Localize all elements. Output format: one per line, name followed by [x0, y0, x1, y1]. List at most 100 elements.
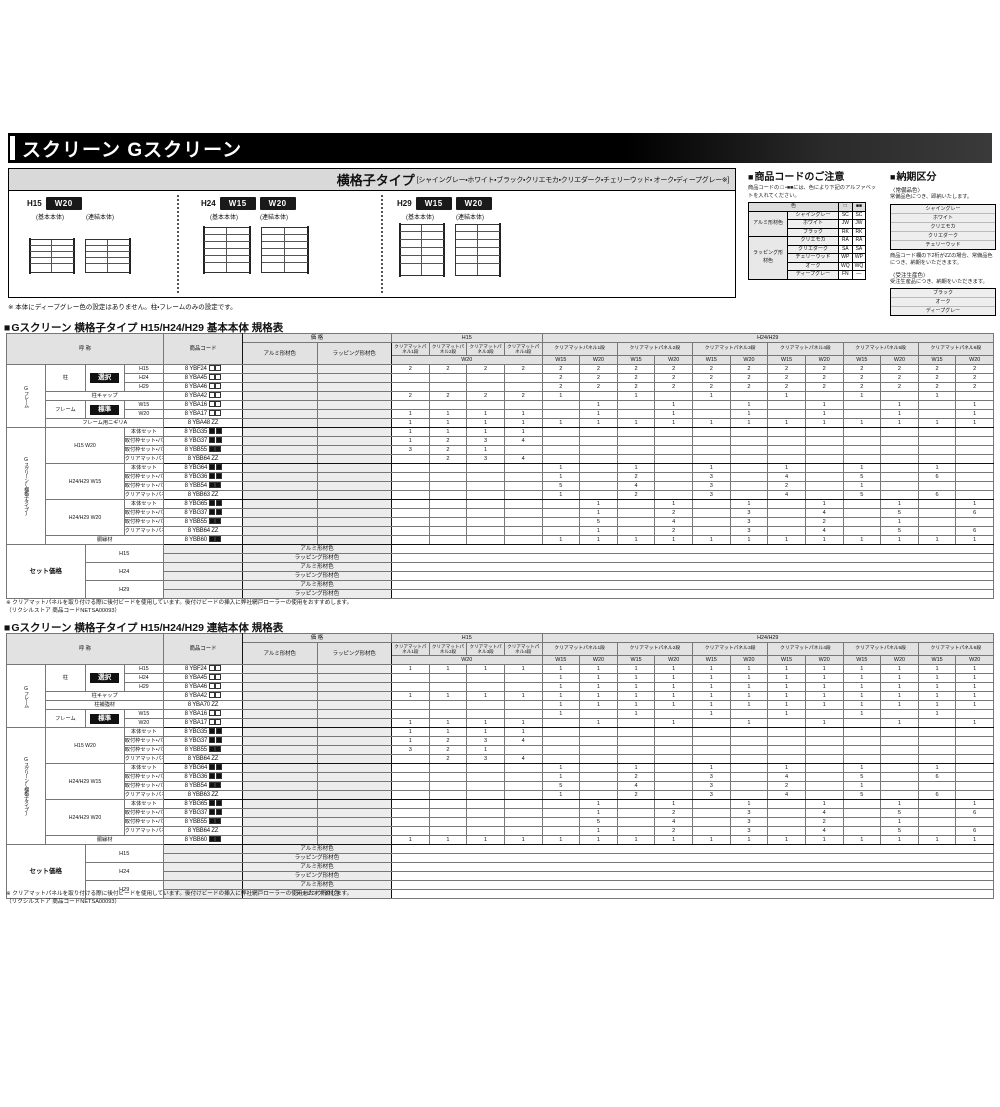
col-header-h15-panel: クリアマットパネル3段 — [466, 342, 505, 356]
row-label-1: フレーム用ニギリA — [45, 418, 164, 428]
qty-h2429: 1 — [579, 673, 618, 683]
color-name: ディープグレー — [787, 270, 839, 280]
product-code: 8 YBG35 — [163, 727, 243, 737]
qty-h2429: 4 — [616, 781, 656, 791]
col-header-h2429-panel: クリアマットパネル3段 — [691, 342, 769, 356]
qty-h2429 — [767, 508, 806, 518]
color-swatch — [215, 482, 222, 489]
color-code-2: SA — [851, 244, 867, 255]
qty-h2429: 1 — [692, 463, 731, 473]
price-wrap — [316, 664, 392, 674]
row-select-badge: 選択 — [84, 364, 125, 392]
qty-h15 — [391, 808, 430, 818]
qty-h15 — [391, 772, 430, 782]
qty-h2429: 1 — [541, 673, 581, 683]
setprice-blank — [391, 871, 994, 881]
qty-h15: 1 — [466, 664, 505, 674]
qty-h2429 — [692, 409, 731, 419]
table-row: 取付枠セット・パネル無(1段)8 YBB55 5 4 3 2 1 — [7, 817, 994, 827]
col-header-width: W15 — [616, 355, 656, 365]
qty-h2429: 1 — [616, 463, 656, 473]
qty-h2429: 2 — [880, 364, 919, 374]
qty-h2429: 1 — [616, 664, 656, 674]
price-wrap — [316, 727, 392, 737]
qty-h2429 — [692, 799, 731, 809]
product-code: 8 YBA45 — [163, 373, 243, 383]
qty-h2429 — [692, 427, 731, 437]
order-color-list: ブラック オーク ディープグレー — [890, 288, 996, 317]
qty-h2429: 3 — [692, 472, 731, 482]
color-swatch — [215, 473, 222, 480]
product-code: 8 YBB55 — [163, 517, 243, 527]
row-label-3: 取付枠セット・パネル有(1段) — [123, 508, 165, 518]
col-header-width: W20 — [579, 355, 618, 365]
qty-h2429: 1 — [880, 664, 919, 674]
stock-color-item: クリエダーク — [891, 231, 995, 241]
qty-h2429 — [880, 709, 919, 719]
screen-figure-link — [85, 238, 131, 274]
color-row: チェリーウッド WP WP — [749, 253, 867, 263]
qty-h2429: 1 — [541, 472, 581, 482]
qty-h2429 — [880, 436, 919, 446]
col-header-width: W15 — [692, 355, 731, 365]
qty-h2429: 1 — [917, 709, 957, 719]
qty-h15: 2 — [466, 391, 505, 401]
qty-h15: 2 — [428, 454, 468, 464]
setprice-blank — [391, 580, 994, 590]
qty-h2429 — [654, 472, 693, 482]
qty-h15 — [503, 373, 543, 383]
color-swatch — [215, 710, 222, 717]
qty-h2429: 1 — [955, 691, 994, 701]
price-wrap — [316, 691, 392, 701]
col-header-h15: H15 — [391, 333, 543, 343]
variant-h-label: H15 — [27, 199, 42, 208]
qty-h2429 — [579, 481, 618, 491]
qty-h2429: 2 — [880, 373, 919, 383]
color-code-1: SC — [838, 210, 853, 221]
stock-color-item: シャイングレー — [891, 204, 995, 214]
qty-h2429: 1 — [767, 682, 806, 692]
qty-h15 — [466, 400, 505, 410]
price-wrap — [316, 799, 392, 809]
row-label-3: 本体セット — [123, 799, 165, 809]
qty-h2429: 2 — [729, 373, 769, 383]
table-row: 取付枠セット・パネル有(1段)8 YBG36 1 2 3 4 5 6 — [7, 472, 994, 482]
qty-h2429 — [842, 736, 882, 746]
price-wrap — [316, 535, 392, 545]
table-row: クリアマットパネル(1枚入)8 YBB64 ZZ 234 — [7, 454, 994, 464]
setprice-height: H29 — [84, 580, 164, 599]
qty-h15 — [503, 826, 543, 836]
product-code-desc: 商品コードの □ ・■■には、色により下記のアルファベットを入れてください。 — [748, 185, 877, 199]
qty-h2429 — [654, 754, 693, 764]
qty-h2429 — [692, 736, 731, 746]
qty-h15: 1 — [428, 664, 468, 674]
table1-mount: 呼 称商品コード価 格 H15 H24/H29 アルミ形材色 ラッピング形材色 クリアマッ… — [5, 333, 995, 599]
setprice-kind: アルミ形材色 — [242, 562, 392, 572]
qty-h2429 — [767, 526, 806, 536]
qty-h2429 — [616, 718, 656, 728]
qty-h2429: 1 — [692, 700, 731, 710]
qty-h2429: 5 — [842, 790, 882, 800]
qty-h15 — [503, 382, 543, 392]
variant-sub-link: (連結本体) — [456, 215, 484, 221]
col-header-width: W20 — [654, 355, 693, 365]
qty-h2429 — [880, 481, 919, 491]
row-label-3: W20 — [123, 409, 165, 419]
qty-h2429 — [842, 817, 882, 827]
price-wrap — [316, 673, 392, 683]
price-alumi — [242, 709, 318, 719]
qty-h2429: 1 — [917, 673, 957, 683]
qty-h2429 — [541, 409, 581, 419]
qty-h15 — [428, 508, 468, 518]
qty-h15 — [428, 799, 468, 809]
delivery-box: 納期区分 〈常備品色〉 常備品色につき、即納いたします。 シャイングレー ホワイ… — [890, 168, 996, 317]
col-header-h2429: H24/H29 — [541, 633, 994, 643]
setprice-row: ラッピング形材色 — [7, 589, 994, 599]
qty-h2429: 2 — [616, 490, 656, 500]
setprice-blank — [391, 571, 994, 581]
qty-h15: 2 — [503, 391, 543, 401]
qty-h2429: 1 — [955, 409, 994, 419]
qty-h2429 — [616, 436, 656, 446]
qty-h15 — [503, 400, 543, 410]
